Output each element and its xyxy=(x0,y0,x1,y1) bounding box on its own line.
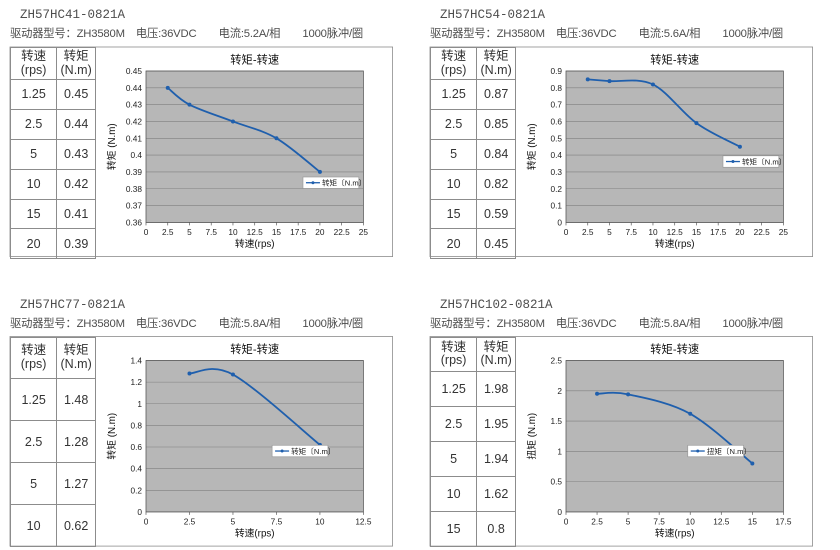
svg-text:0: 0 xyxy=(557,507,562,517)
svg-text:0.4: 0.4 xyxy=(130,464,142,474)
svg-text:0.1: 0.1 xyxy=(550,201,562,211)
svg-text:25: 25 xyxy=(779,227,789,237)
svg-text:转矩-转速: 转矩-转速 xyxy=(650,53,699,67)
svg-text:1.4: 1.4 xyxy=(130,356,142,366)
svg-text:2: 2 xyxy=(557,386,562,396)
svg-text:2.5: 2.5 xyxy=(162,227,174,237)
svg-text:7.5: 7.5 xyxy=(625,227,637,237)
svg-text:0: 0 xyxy=(137,507,142,517)
svg-text:15: 15 xyxy=(272,227,282,237)
svg-text:0.39: 0.39 xyxy=(126,167,143,177)
svg-text:0.2: 0.2 xyxy=(550,184,562,194)
svg-text:0: 0 xyxy=(564,227,569,237)
svg-text:15: 15 xyxy=(748,516,758,526)
svg-text:0.3: 0.3 xyxy=(550,167,562,177)
svg-text:扭矩〔N.m〕: 扭矩〔N.m〕 xyxy=(707,446,751,456)
svg-text:0.4: 0.4 xyxy=(550,150,562,160)
svg-text:0.7: 0.7 xyxy=(550,100,562,110)
svg-text:1: 1 xyxy=(557,446,562,456)
svg-text:0.5: 0.5 xyxy=(550,133,562,143)
svg-text:0: 0 xyxy=(144,227,149,237)
svg-text:10: 10 xyxy=(686,516,696,526)
svg-text:转矩-转速: 转矩-转速 xyxy=(650,342,699,356)
svg-text:转矩 (N.m): 转矩 (N.m) xyxy=(105,413,118,460)
svg-text:2.5: 2.5 xyxy=(184,516,196,526)
svg-text:0: 0 xyxy=(144,516,149,526)
svg-text:转矩〔N.m〕: 转矩〔N.m〕 xyxy=(742,156,786,166)
svg-text:0.6: 0.6 xyxy=(130,442,142,452)
svg-text:7.5: 7.5 xyxy=(653,516,665,526)
svg-text:25: 25 xyxy=(359,227,369,237)
svg-text:转矩-转速: 转矩-转速 xyxy=(230,342,279,356)
svg-text:5: 5 xyxy=(626,516,631,526)
svg-text:1.2: 1.2 xyxy=(130,377,142,387)
svg-text:转速(rps): 转速(rps) xyxy=(655,237,695,250)
svg-text:0.5: 0.5 xyxy=(550,477,562,487)
svg-text:0.9: 0.9 xyxy=(550,66,562,76)
svg-text:0.42: 0.42 xyxy=(126,116,143,126)
svg-text:转速(rps): 转速(rps) xyxy=(655,526,695,539)
svg-text:转矩 (N.m): 转矩 (N.m) xyxy=(525,123,538,170)
svg-text:5: 5 xyxy=(231,516,236,526)
svg-text:20: 20 xyxy=(315,227,325,237)
svg-text:12.5: 12.5 xyxy=(667,227,684,237)
svg-text:0.41: 0.41 xyxy=(126,133,143,143)
svg-text:0.38: 0.38 xyxy=(126,184,143,194)
svg-text:0.36: 0.36 xyxy=(126,217,143,227)
svg-text:10: 10 xyxy=(315,516,325,526)
svg-text:0.45: 0.45 xyxy=(126,66,143,76)
svg-text:扭矩 (N.m): 扭矩 (N.m) xyxy=(525,413,538,460)
svg-text:转矩 (N.m): 转矩 (N.m) xyxy=(105,123,118,170)
svg-text:7.5: 7.5 xyxy=(271,516,283,526)
svg-text:17.5: 17.5 xyxy=(290,227,307,237)
svg-text:0: 0 xyxy=(564,516,569,526)
svg-text:0.44: 0.44 xyxy=(126,83,143,93)
svg-text:2.5: 2.5 xyxy=(591,516,603,526)
svg-text:0.37: 0.37 xyxy=(126,201,143,211)
svg-text:20: 20 xyxy=(735,227,745,237)
svg-text:转速(rps): 转速(rps) xyxy=(235,526,275,539)
svg-text:17.5: 17.5 xyxy=(775,516,792,526)
svg-text:转矩-转速: 转矩-转速 xyxy=(230,53,279,67)
svg-text:1.5: 1.5 xyxy=(550,416,562,426)
svg-text:1: 1 xyxy=(137,399,142,409)
svg-text:5: 5 xyxy=(607,227,612,237)
svg-text:10: 10 xyxy=(228,227,238,237)
svg-text:转速(rps): 转速(rps) xyxy=(235,237,275,250)
svg-text:0.8: 0.8 xyxy=(550,83,562,93)
svg-text:转矩〔N.m〕: 转矩〔N.m〕 xyxy=(291,446,335,456)
svg-text:0.6: 0.6 xyxy=(550,116,562,126)
svg-text:0.4: 0.4 xyxy=(130,150,142,160)
svg-text:17.5: 17.5 xyxy=(710,227,727,237)
svg-text:0: 0 xyxy=(557,217,562,227)
svg-text:12.5: 12.5 xyxy=(247,227,264,237)
svg-text:7.5: 7.5 xyxy=(205,227,217,237)
svg-text:转矩〔N.m〕: 转矩〔N.m〕 xyxy=(322,178,366,188)
svg-text:22.5: 22.5 xyxy=(334,227,351,237)
svg-text:15: 15 xyxy=(692,227,702,237)
svg-text:10: 10 xyxy=(648,227,658,237)
svg-text:2.5: 2.5 xyxy=(550,356,562,366)
svg-text:2.5: 2.5 xyxy=(582,227,594,237)
svg-text:0.43: 0.43 xyxy=(126,100,143,110)
svg-text:5: 5 xyxy=(187,227,192,237)
svg-text:12.5: 12.5 xyxy=(355,516,372,526)
svg-text:0.8: 0.8 xyxy=(130,420,142,430)
svg-text:12.5: 12.5 xyxy=(713,516,730,526)
svg-text:0.2: 0.2 xyxy=(130,485,142,495)
svg-text:22.5: 22.5 xyxy=(754,227,771,237)
